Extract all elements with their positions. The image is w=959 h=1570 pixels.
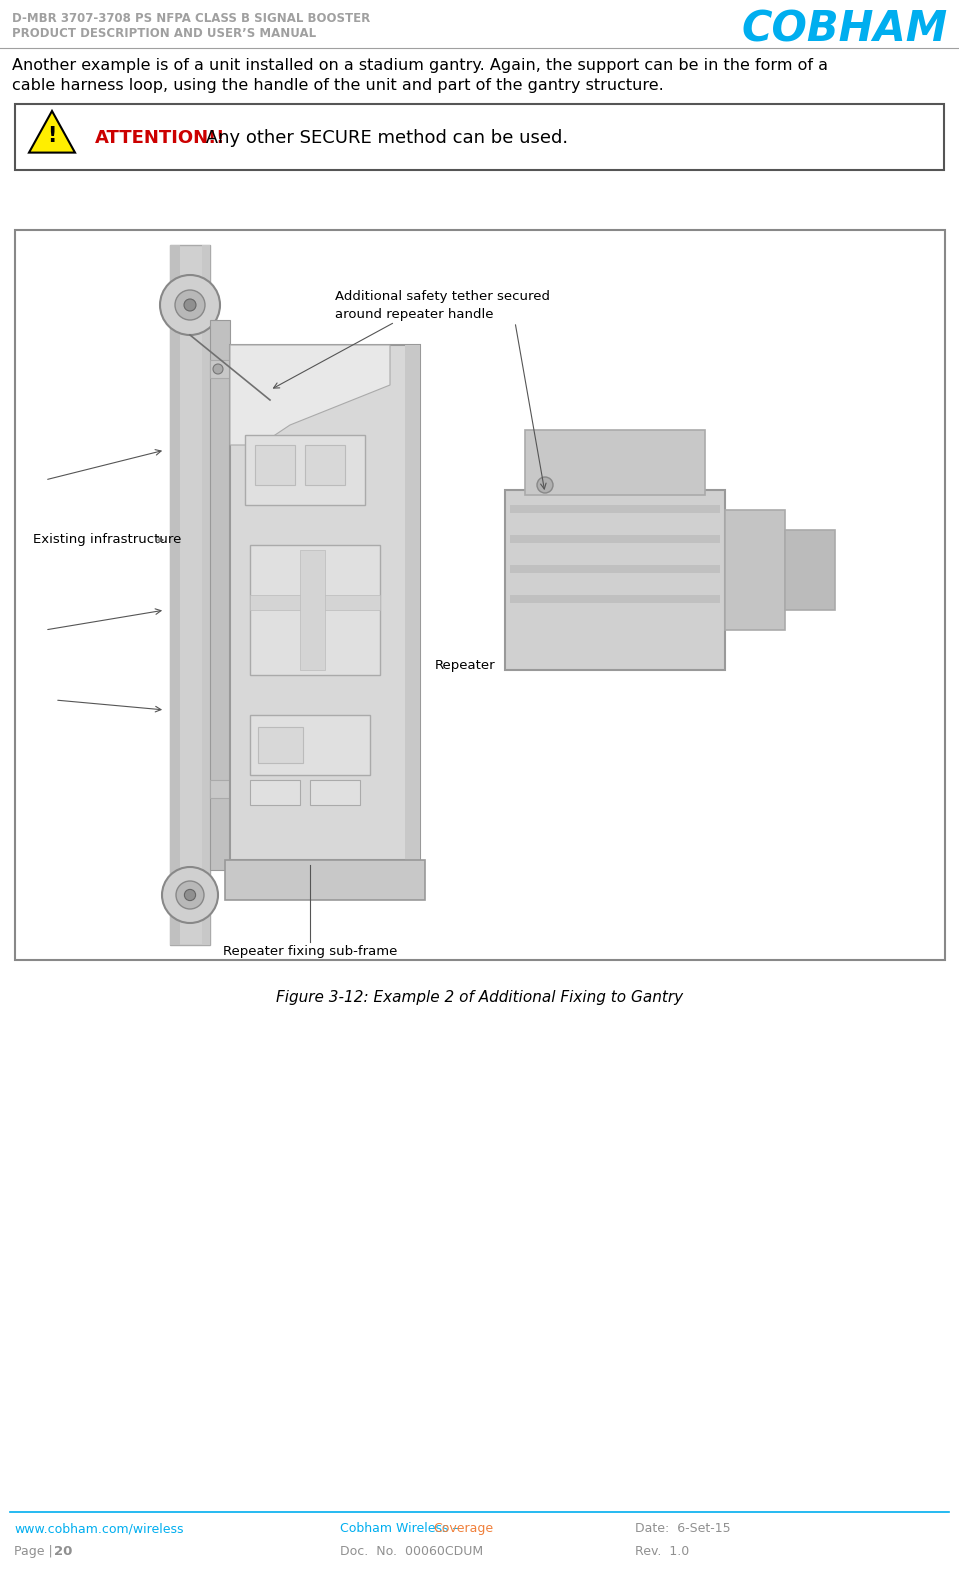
- Circle shape: [184, 298, 196, 311]
- FancyBboxPatch shape: [300, 550, 325, 670]
- FancyBboxPatch shape: [250, 545, 380, 675]
- FancyBboxPatch shape: [255, 444, 295, 485]
- Polygon shape: [29, 111, 75, 152]
- FancyBboxPatch shape: [250, 780, 300, 805]
- Text: ATTENTION!!: ATTENTION!!: [95, 129, 225, 148]
- FancyBboxPatch shape: [725, 510, 785, 630]
- FancyBboxPatch shape: [210, 780, 270, 798]
- Polygon shape: [230, 345, 390, 444]
- FancyBboxPatch shape: [230, 345, 420, 860]
- Text: Figure 3-12: Example 2 of Additional Fixing to Gantry: Figure 3-12: Example 2 of Additional Fix…: [276, 991, 684, 1005]
- FancyBboxPatch shape: [170, 245, 180, 945]
- FancyBboxPatch shape: [505, 490, 725, 670]
- FancyBboxPatch shape: [510, 565, 720, 573]
- FancyBboxPatch shape: [510, 506, 720, 513]
- Circle shape: [160, 275, 220, 334]
- Text: Repeater: Repeater: [435, 658, 496, 672]
- Circle shape: [213, 364, 223, 374]
- Text: Any other SECURE method can be used.: Any other SECURE method can be used.: [200, 129, 568, 148]
- FancyBboxPatch shape: [15, 104, 944, 170]
- Circle shape: [175, 290, 205, 320]
- FancyBboxPatch shape: [210, 320, 230, 870]
- Text: Coverage: Coverage: [433, 1521, 493, 1535]
- Text: Doc.  No.  00060CDUM: Doc. No. 00060CDUM: [340, 1545, 483, 1557]
- Text: Date:  6-Set-15: Date: 6-Set-15: [635, 1521, 731, 1535]
- FancyBboxPatch shape: [510, 535, 720, 543]
- FancyBboxPatch shape: [305, 444, 345, 485]
- FancyBboxPatch shape: [225, 860, 425, 900]
- FancyBboxPatch shape: [405, 345, 420, 860]
- Text: Cobham Wireless –: Cobham Wireless –: [340, 1521, 463, 1535]
- Circle shape: [250, 364, 260, 374]
- Text: Another example is of a unit installed on a stadium gantry. Again, the support c: Another example is of a unit installed o…: [12, 58, 828, 72]
- Text: !: !: [47, 126, 57, 146]
- FancyBboxPatch shape: [245, 435, 365, 506]
- FancyBboxPatch shape: [250, 595, 380, 611]
- Circle shape: [176, 881, 204, 909]
- Circle shape: [537, 477, 553, 493]
- FancyBboxPatch shape: [210, 360, 270, 378]
- FancyBboxPatch shape: [250, 714, 370, 776]
- FancyBboxPatch shape: [258, 727, 303, 763]
- Text: around repeater handle: around repeater handle: [335, 308, 494, 320]
- FancyBboxPatch shape: [510, 595, 720, 603]
- Circle shape: [184, 889, 196, 901]
- Text: PRODUCT DESCRIPTION AND USER’S MANUAL: PRODUCT DESCRIPTION AND USER’S MANUAL: [12, 27, 316, 39]
- Text: Additional safety tether secured: Additional safety tether secured: [335, 290, 550, 303]
- Text: www.cobham.com/wireless: www.cobham.com/wireless: [14, 1521, 183, 1535]
- FancyBboxPatch shape: [15, 229, 945, 959]
- Text: Page |: Page |: [14, 1545, 57, 1557]
- Text: COBHAM: COBHAM: [742, 8, 948, 50]
- Text: cable harness loop, using the handle of the unit and part of the gantry structur: cable harness loop, using the handle of …: [12, 78, 664, 93]
- FancyBboxPatch shape: [785, 531, 835, 611]
- Text: D-MBR 3707-3708 PS NFPA CLASS B SIGNAL BOOSTER: D-MBR 3707-3708 PS NFPA CLASS B SIGNAL B…: [12, 13, 370, 25]
- Text: Existing infrastructure: Existing infrastructure: [33, 534, 181, 546]
- FancyBboxPatch shape: [310, 780, 360, 805]
- Text: 20: 20: [54, 1545, 72, 1557]
- Circle shape: [162, 867, 218, 923]
- Text: Repeater fixing sub-frame: Repeater fixing sub-frame: [222, 945, 397, 958]
- FancyBboxPatch shape: [170, 245, 210, 945]
- FancyBboxPatch shape: [525, 430, 705, 495]
- FancyBboxPatch shape: [202, 245, 210, 945]
- Text: Rev.  1.0: Rev. 1.0: [635, 1545, 690, 1557]
